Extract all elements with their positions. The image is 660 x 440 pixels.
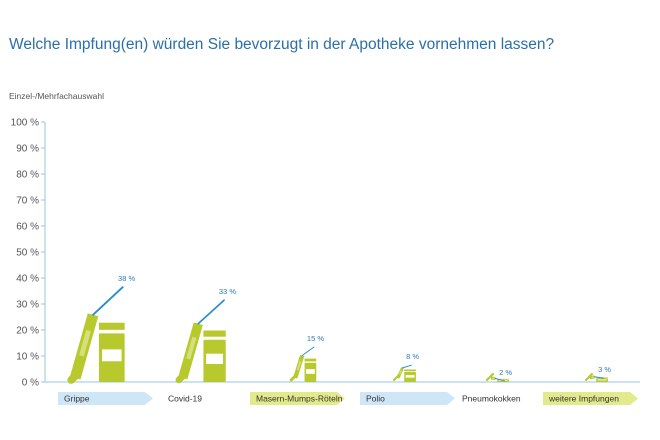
category-tag [543, 392, 638, 405]
y-tick-label: 80 % [16, 170, 39, 181]
y-tick-label: 20 % [16, 326, 39, 337]
category-tag [250, 392, 345, 405]
data-label: 38 % [118, 274, 135, 283]
syringe-fill [591, 376, 594, 379]
syringe-needle [495, 377, 505, 382]
category-label: weitere Impfungen [548, 394, 619, 404]
syringe-plunger [485, 372, 495, 382]
syringe-needle [402, 364, 412, 369]
y-tick-label: 100 % [11, 118, 39, 129]
syringe-plunger [584, 372, 594, 382]
syringe-needle [301, 346, 315, 356]
syringe-needle [594, 376, 604, 379]
vial-label [405, 375, 415, 378]
syringe-fill [79, 329, 91, 357]
vial-label [206, 353, 224, 364]
chart-subtitle: Einzel-/Mehrfachauswahl [9, 91, 104, 101]
syringe-needle [197, 299, 225, 325]
y-tick-label: 30 % [16, 300, 39, 311]
bar-polio [392, 364, 416, 382]
syringe-fill [186, 336, 197, 360]
vial-label [102, 349, 122, 362]
y-tick-label: 40 % [16, 274, 39, 285]
y-tick-label: 70 % [16, 196, 39, 207]
category-tag [360, 392, 455, 405]
category-label: Covid-19 [168, 394, 202, 404]
syringe-needle [92, 286, 124, 316]
category-label: Masern-Mumps-Röteln [256, 394, 343, 404]
vial-cap [98, 322, 125, 330]
data-label: 8 % [406, 352, 419, 361]
bar-masern-mumps-r-teln [289, 346, 317, 382]
data-label: 33 % [219, 287, 236, 296]
syringe-fill [398, 370, 403, 375]
category-label: Pneumokokken [462, 394, 521, 404]
bar-weitere-impfungen [584, 372, 608, 382]
category-label: Grippe [64, 394, 90, 404]
data-label: 2 % [499, 368, 512, 377]
y-tick-label: 10 % [16, 352, 39, 363]
y-tick-label: 90 % [16, 144, 39, 155]
data-label: 3 % [598, 365, 611, 374]
category-tag [58, 392, 153, 405]
vial-cap [304, 358, 317, 362]
y-tick-label: 60 % [16, 222, 39, 233]
chart-title: Welche Impfung(en) würden Sie bevorzugt … [9, 36, 555, 53]
bar-covid-19 [175, 299, 226, 384]
vial-label [305, 369, 315, 374]
y-tick-label: 0 % [22, 378, 39, 389]
category-label: Polio [366, 394, 385, 404]
bar-pneumokokken [485, 372, 509, 382]
y-tick-label: 50 % [16, 248, 39, 259]
vial-label [597, 379, 607, 381]
bar-grippe [67, 286, 125, 384]
syringe-fill [296, 360, 302, 371]
vial-cap [404, 369, 416, 372]
data-label: 15 % [307, 334, 324, 343]
vial-cap [203, 330, 226, 337]
